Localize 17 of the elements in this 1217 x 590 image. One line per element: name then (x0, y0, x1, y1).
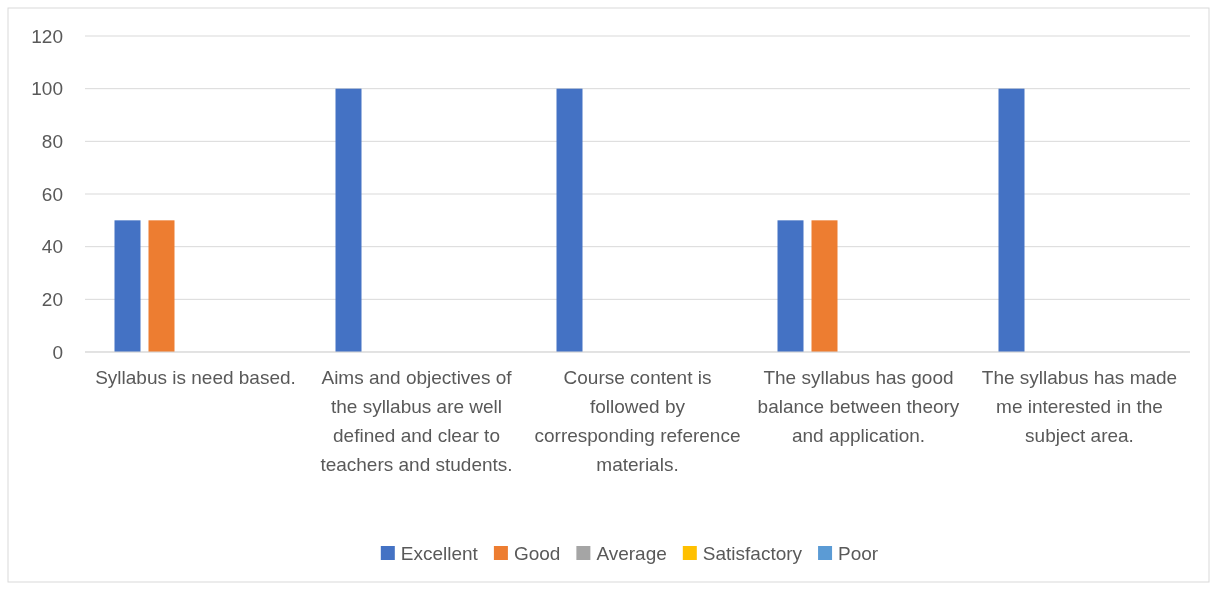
y-tick-label: 120 (31, 25, 63, 47)
y-tick-label: 20 (41, 288, 63, 310)
legend-label: Good (513, 542, 561, 564)
x-tick-label: Aims and objectives of the syllabus are well defined and clear to teachers and students. (320, 367, 513, 475)
x-tick-label: The syllabus has good balance between theory and application. (757, 367, 960, 446)
x-tick-label: The syllabus has made me interested in the subject area. (981, 367, 1178, 446)
legend-label: Poor (838, 542, 879, 564)
x-tick-label: Course content is followed by corresponding reference materials. (534, 367, 741, 475)
x-tick-label: Syllabus is need based. (95, 367, 296, 388)
legend-label: Average (596, 542, 667, 564)
y-tick-label: 40 (41, 236, 63, 258)
y-tick-label: 80 (41, 130, 63, 152)
y-tick-label: 60 (41, 183, 63, 205)
y-tick-label: 0 (52, 341, 63, 363)
legend-label: Excellent (400, 542, 479, 564)
legend-label: Satisfactory (702, 542, 803, 564)
y-tick-label: 100 (31, 78, 63, 100)
